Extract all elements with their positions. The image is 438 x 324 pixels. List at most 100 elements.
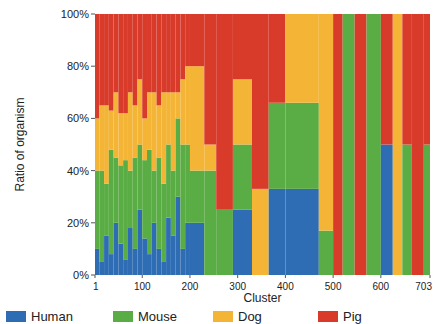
bar-segment [204,14,216,145]
x-tick [189,275,190,278]
y-tick [91,222,95,223]
bar-segment [104,184,109,236]
bar-segment [190,14,204,66]
y-tick-label: 100% [61,8,89,20]
bar-segment [152,223,157,275]
bar-segment [123,160,128,259]
bar-segment [269,14,286,103]
bar-segment [343,14,355,275]
x-tick-label: 100 [134,281,151,292]
bar-segment [157,14,162,105]
bar-segment [343,14,355,15]
bar-segment [114,92,119,157]
bar-segment [142,238,147,275]
bar-segment [393,14,403,275]
bar-segment [185,223,190,275]
bar-segment [319,14,333,15]
bar-segment [171,171,176,236]
bar-segment [285,14,318,103]
x-tick-label: 200 [182,281,199,292]
y-tick-label: 80% [67,60,89,72]
bar-segment [123,14,128,113]
legend-label: Dog [238,309,262,324]
bar-segment [319,231,333,275]
legend-swatch [6,311,26,322]
x-tick-label: 703 [415,281,432,292]
y-axis-title: Ratio of organism [13,97,27,191]
bar-segment [128,228,133,275]
bar-segment [104,105,109,183]
bar-segment [157,249,162,275]
legend-swatch [318,311,338,322]
bar-segment [166,145,171,218]
bar-segment [152,171,157,223]
y-tick [91,118,95,119]
bar-segment [204,171,216,275]
bar-segment [99,105,104,170]
bar-segment [176,118,181,196]
bar-segment [402,14,412,145]
bar-segment [161,14,166,92]
legend-label: Human [31,309,73,324]
y-tick [91,66,95,67]
x-tick-label: 500 [325,281,342,292]
bar-segment [109,150,114,254]
bars [95,14,430,275]
bar-segment [109,111,114,150]
bar-segment [99,14,104,105]
bar-segment [269,189,286,275]
bar-segment [128,171,133,228]
x-tick-label: 1 [93,281,99,292]
bar-segment [137,145,142,210]
bar-segment [123,259,128,275]
bar-segment [114,158,119,223]
bar-segment [412,14,424,275]
bar-segment [137,79,142,144]
bar-segment [166,14,171,92]
bar-segment [424,145,430,276]
bar-segment [104,14,109,105]
y-tick-label: 60% [67,112,89,124]
bar-segment [157,158,162,249]
bar-segment [381,145,393,276]
bar-segment [343,14,355,15]
bar-segment [147,92,152,149]
bar-segment [176,197,181,275]
bar-segment [180,249,185,275]
bar-segment [216,14,233,210]
bar-segment [233,14,252,79]
x-tick [285,275,286,278]
bar-segment [128,14,133,92]
x-tick [430,275,431,278]
y-tick [91,275,95,276]
x-tick [380,275,381,278]
y-tick [91,14,95,15]
bar-segment [133,249,138,275]
bar-segment [118,14,123,113]
bar-segment [252,14,269,189]
bar-segment [147,150,152,254]
y-tick-label: 0% [73,269,89,281]
bar-segment [118,244,123,275]
bar-segment [285,103,318,189]
bar-segment [393,14,403,15]
x-tick [237,275,238,278]
bar-segment [95,14,99,118]
bar-segment [319,14,333,231]
bar-segment [171,236,176,275]
bar-segment [252,189,269,275]
legend-label: Mouse [138,309,177,324]
bar-segment [233,145,252,210]
y-tick-label: 40% [67,165,89,177]
bar-segment [142,14,147,118]
bar-segment [152,92,157,170]
bar-segment [133,105,138,157]
bar-segment [109,254,114,275]
bar-segment [367,14,381,15]
bar-segment [137,14,142,79]
x-axis-title: Cluster [243,291,281,305]
bar-segment [161,92,166,183]
bar-segment [114,223,119,275]
bar-segment [166,218,171,275]
chart: 0%20%40%60%80%100%1100200300400500600703… [0,0,438,324]
